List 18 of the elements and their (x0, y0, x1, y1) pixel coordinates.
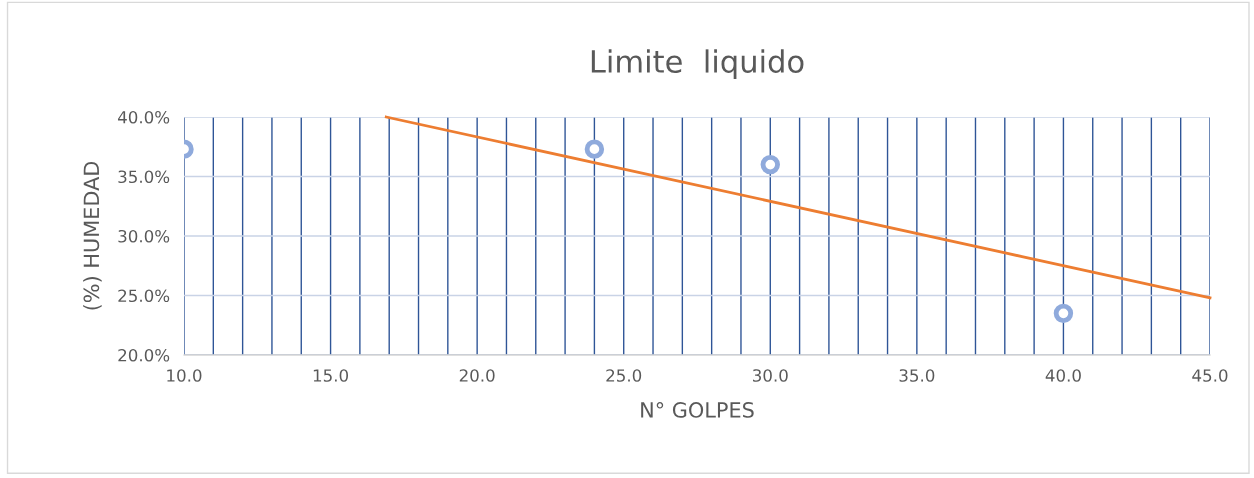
x-tick-label: 10.0 (167, 369, 202, 382)
x-axis-title: N° GOLPES (641, 402, 754, 418)
x-tick-label: 20.0 (459, 369, 495, 382)
point (584, 139, 605, 159)
x-tick-label: 15.0 (313, 369, 349, 382)
y-tick-label: 35.0% (118, 170, 170, 184)
y-tick-label: 20.0% (118, 348, 170, 362)
x-tick-label: 25.0 (606, 369, 642, 382)
y-tick-label: 30.0% (118, 229, 170, 243)
chart-title: Limite liquido (591, 49, 804, 79)
x-tick-label: 30.0 (753, 369, 788, 382)
x-tick-label: 35.0 (899, 369, 935, 382)
point (760, 154, 780, 175)
y-tick-label: 40.0% (117, 110, 170, 124)
y-tick-label: 25.0% (118, 289, 170, 303)
y-axis-title: (%) HUMEDAD (83, 161, 102, 310)
x-tick-label: 45.0 (1192, 369, 1228, 382)
x-tick-label: 40.0 (1045, 369, 1081, 382)
